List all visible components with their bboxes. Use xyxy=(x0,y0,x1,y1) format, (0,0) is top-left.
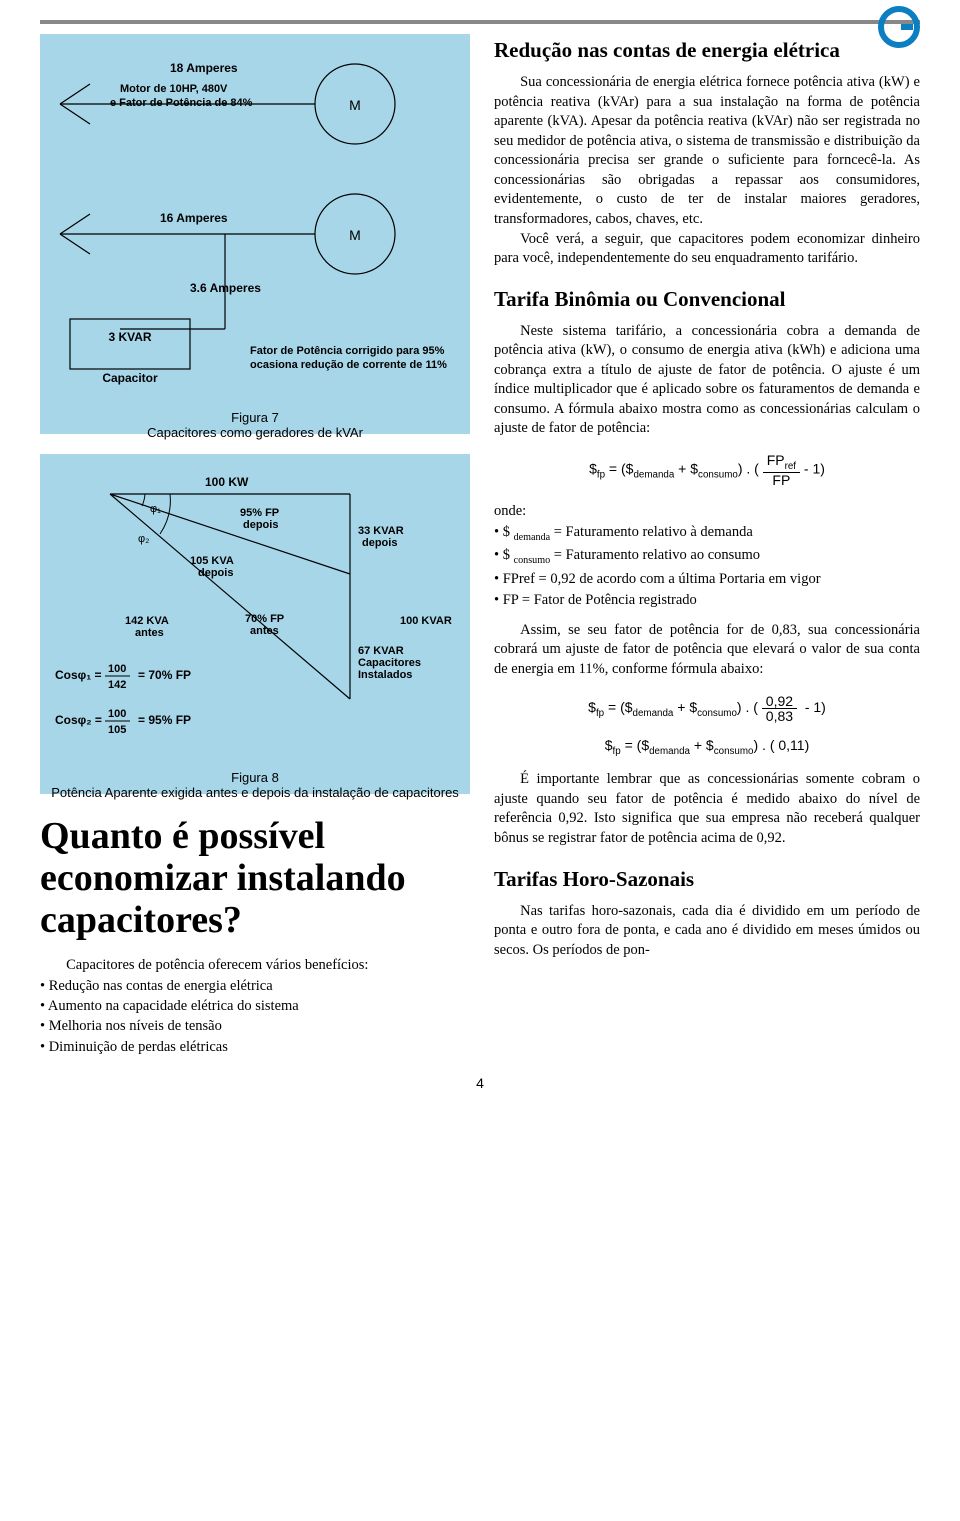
onde-label: onde: xyxy=(494,501,920,522)
benefit-3: • Melhoria nos níveis de tensão xyxy=(40,1016,470,1036)
fig7-cap-kvar: 3 KVAR xyxy=(108,330,151,344)
fig8-fp-antes-sub: antes xyxy=(250,625,279,637)
fig8-cos1-num: 100 xyxy=(108,663,126,675)
onde-4: • FP = Fator de Potência registrado xyxy=(494,590,920,611)
benefit-1: • Redução nas contas de energia elétrica xyxy=(40,976,470,996)
formula-1: $fp = ($demanda + $consumo) . ( FPrefFP … xyxy=(494,453,920,487)
figure-7-diagram: M 18 Amperes Motor de 10HP, 480V e Fator… xyxy=(40,34,470,434)
fig8-fp-antes: 70% FP xyxy=(245,613,284,625)
fig8-cos2-den: 105 xyxy=(108,724,126,736)
fig8-cos2-lhs: Cosφ₂ = xyxy=(55,713,102,727)
fig8-cos2-num: 100 xyxy=(108,708,126,720)
fig8-cos1-lhs: Cosφ₁ = xyxy=(55,668,102,682)
page-number: 4 xyxy=(40,1075,920,1091)
para-1b: Você verá, a seguir, que capacitores pod… xyxy=(494,230,920,269)
benefits-intro: Capacitores de potência oferecem vários … xyxy=(40,955,470,975)
fig7-cap-current: 3.6 Amperes xyxy=(190,281,261,295)
fig8-phi1: φ₁ xyxy=(150,503,161,515)
fig8-fp-depois: 95% FP xyxy=(240,507,279,519)
benefit-4: • Diminuição de perdas elétricas xyxy=(40,1037,470,1057)
fig8-kvar-cap: 67 KVAR xyxy=(358,645,404,657)
left-big-title: Quanto é possível economizar instalando … xyxy=(40,816,470,941)
motor-label-m1: M xyxy=(349,97,361,113)
fig7-caption-1: Figura 7 xyxy=(50,410,460,425)
fig8-kvar-cap-sub2: Instalados xyxy=(358,669,412,681)
fig8-top-kw: 100 KW xyxy=(205,475,249,489)
fig8-cos2-rhs: = 95% FP xyxy=(138,713,191,727)
fig8-kva-antes: 142 KVA xyxy=(125,615,169,627)
motor-label-m2: M xyxy=(349,227,361,243)
fig8-kva-antes-sub: antes xyxy=(135,627,164,639)
figure-8-diagram: 100 KW φ₁ φ₂ 95% FP depois 105 KVA depoi… xyxy=(40,454,470,794)
fig7-current-1: 18 Amperes xyxy=(170,61,238,75)
fig8-caption-2: Potência Aparente exigida antes e depois… xyxy=(50,785,460,800)
fig7-corr-2: ocasiona redução de corrente de 11% xyxy=(250,359,447,371)
onde-2: • $ consumo = Faturamento relativo ao co… xyxy=(494,545,920,569)
brand-logo xyxy=(878,6,920,53)
onde-3: • FPref = 0,92 de acordo com a última Po… xyxy=(494,569,920,590)
fig8-kva-depois: 105 KVA xyxy=(190,555,234,567)
fig8-fp-depois-sub: depois xyxy=(243,519,278,531)
heading-reducao: Redução nas contas de energia elétrica xyxy=(494,38,920,63)
formula-3: $fp = ($demanda + $consumo) . ( 0,11) xyxy=(494,737,920,757)
formula-2: $fp = ($demanda + $consumo) . ( 0,920,83… xyxy=(494,694,920,723)
fig8-cos1-rhs: = 70% FP xyxy=(138,668,191,682)
para-5: Nas tarifas horo-sazonais, cada dia é di… xyxy=(494,902,920,961)
fig8-kva-depois-sub: depois xyxy=(198,567,233,579)
fig8-kvar-depois-sub: depois xyxy=(362,537,397,549)
fig8-caption-1: Figura 8 xyxy=(50,770,460,785)
para-2: Neste sistema tarifário, a concessionári… xyxy=(494,322,920,439)
fig7-cap-label: Capacitor xyxy=(102,371,158,385)
fig8-kvar-depois: 33 KVAR xyxy=(358,525,404,537)
fig7-motor-line1: Motor de 10HP, 480V xyxy=(120,83,228,95)
fig7-current-2: 16 Amperes xyxy=(160,211,228,225)
heading-tarifa-binomia: Tarifa Binômia ou Convencional xyxy=(494,287,920,312)
fig8-kvar-total: 100 KVAR xyxy=(400,615,452,627)
fig8-phi2: φ₂ xyxy=(138,533,149,545)
para-4: É importante lembrar que as concessionár… xyxy=(494,770,920,848)
fig7-caption-2: Capacitores como geradores de kVAr xyxy=(50,425,460,440)
benefit-2: • Aumento na capacidade elétrica do sist… xyxy=(40,996,470,1016)
para-3: Assim, se seu fator de potência for de 0… xyxy=(494,621,920,680)
onde-1: • $ demanda = Faturamento relativo à dem… xyxy=(494,522,920,546)
heading-horo-sazonais: Tarifas Horo-Sazonais xyxy=(494,867,920,892)
fig8-kvar-cap-sub1: Capacitores xyxy=(358,657,421,669)
fig8-cos1-den: 142 xyxy=(108,679,126,691)
fig7-corr-1: Fator de Potência corrigido para 95% xyxy=(250,345,445,357)
fig7-motor-line2: e Fator de Potência de 84% xyxy=(110,97,253,109)
para-1: Sua concessionária de energia elétrica f… xyxy=(494,73,920,230)
header-rule xyxy=(40,20,920,24)
